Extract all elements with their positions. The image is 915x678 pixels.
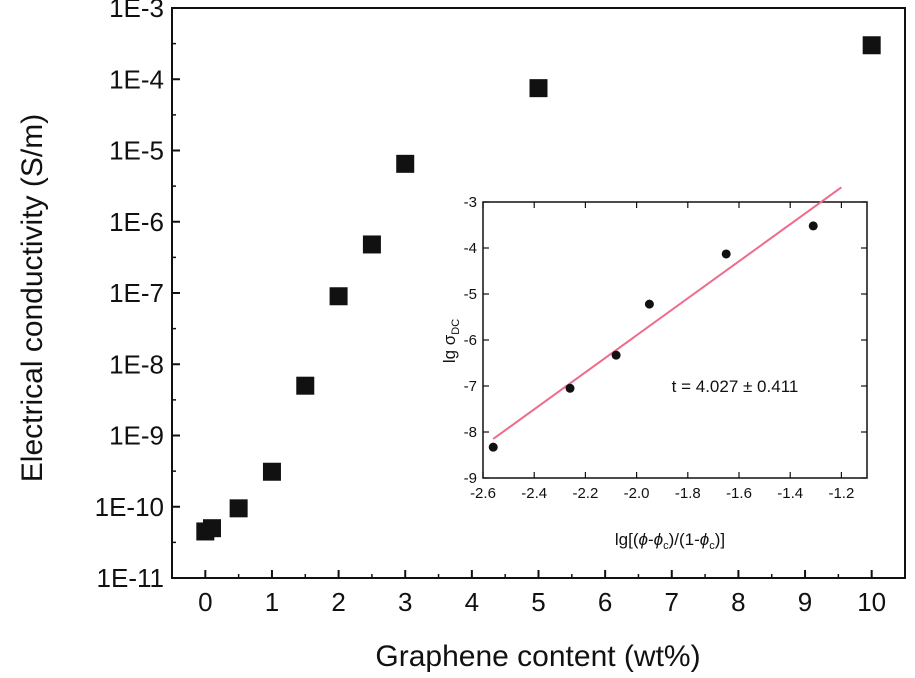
inset-x-axis-title: lg[(ϕ-ϕc)/(1-ϕc)]	[615, 530, 725, 552]
inset-data-point	[565, 383, 575, 393]
main-chart: 1E-11 1E-10 1E-9 1E-8 1E-7 1E-6 1E-5 1E-4 1E-3 0…	[16, 0, 906, 673]
inset-x-tick-label: -1.4	[777, 485, 803, 502]
main-data-point	[862, 36, 881, 55]
main-data-point	[529, 79, 548, 98]
inset-x-axis: -2.6 -2.4 -2.2 -2.0 -1.8 -1.6 -1.4 -1.2	[470, 202, 854, 502]
inset-y-axis: -3 -4 -5 -6 -7 -8 -9	[464, 194, 867, 487]
main-x-axis-title: Graphene content (wt%)	[375, 640, 700, 673]
main-data-point	[362, 235, 381, 254]
inset-x-tick-label: -1.2	[828, 485, 854, 502]
inset-data-point	[488, 442, 498, 452]
main-y-tick-label: 1E-10	[95, 492, 164, 522]
inset-y-axis-title: lg σDC	[440, 319, 462, 363]
inset-y-tick-label: -6	[464, 332, 477, 349]
main-y-axis: 1E-11 1E-10 1E-9 1E-8 1E-7 1E-6 1E-5 1E-4 1E-3	[95, 0, 180, 593]
inset-x-tick-label: -1.6	[726, 485, 752, 502]
inset-x-tick-label: -2.0	[624, 485, 650, 502]
main-x-tick-label: 7	[665, 587, 679, 617]
main-x-tick-label: 1	[265, 587, 279, 617]
main-x-tick-label: 0	[198, 587, 212, 617]
main-data-point	[229, 499, 248, 518]
main-x-tick-label: 5	[531, 587, 545, 617]
main-data-point	[262, 462, 281, 481]
main-y-axis-title: Electrical conductivity (S/m)	[16, 114, 49, 482]
inset-fit-annotation: t = 4.027 ± 0.411	[672, 377, 799, 396]
main-x-tick-label: 2	[331, 587, 345, 617]
inset-y-tick-label: -7	[464, 378, 477, 395]
main-data-point	[396, 154, 415, 173]
inset-y-tick-label: -4	[464, 240, 477, 257]
main-x-tick-label: 8	[731, 587, 745, 617]
main-y-tick-label: 1E-11	[97, 563, 164, 593]
inset-data-point	[611, 350, 621, 360]
inset-y-tick-label: -8	[464, 424, 477, 441]
inset-chart: -3-4-5-6-7-8-9 -2.6 -2.4 -2.2 -2.0 -1.8 -1.6-…	[440, 186, 868, 552]
main-x-tick-label: 10	[857, 587, 886, 617]
main-data-point	[296, 376, 315, 395]
main-y-tick-label: 1E-8	[109, 349, 164, 379]
inset-y-tick-label: -5	[464, 286, 477, 303]
inset-fit-line	[492, 186, 842, 440]
main-y-tick-label: 1E-5	[109, 136, 164, 166]
inset-y-tick-label: -9	[464, 470, 477, 487]
main-x-tick-label: 3	[398, 587, 412, 617]
main-x-tick-label: 9	[798, 587, 812, 617]
main-y-tick-label: 1E-4	[109, 64, 164, 94]
inset-data-point	[644, 299, 654, 309]
inset-x-tick-label: -2.4	[521, 485, 547, 502]
inset-data-point	[808, 221, 818, 231]
inset-data-point	[721, 249, 731, 259]
main-x-tick-label: 6	[598, 587, 612, 617]
main-x-tick-label: 4	[465, 587, 479, 617]
inset-x-tick-label: -2.2	[572, 485, 598, 502]
inset-data-series	[488, 221, 818, 452]
main-x-axis: 0 1 2 3 4 5 6 7 8 9 10	[198, 570, 906, 617]
main-y-tick-label: 1E-7	[109, 278, 164, 308]
inset-plot-frame	[482, 201, 868, 479]
inset-x-tick-label: -2.6	[470, 485, 496, 502]
main-data-point	[329, 287, 348, 306]
main-data-series	[196, 36, 881, 541]
main-data-point	[202, 519, 221, 538]
inset-x-tick-label: -1.8	[675, 485, 701, 502]
main-y-tick-label: 1E-6	[109, 207, 164, 237]
inset-y-tick-label: -3	[464, 194, 477, 211]
main-y-tick-label: 1E-9	[109, 421, 164, 451]
main-y-tick-label: 1E-3	[109, 0, 164, 23]
